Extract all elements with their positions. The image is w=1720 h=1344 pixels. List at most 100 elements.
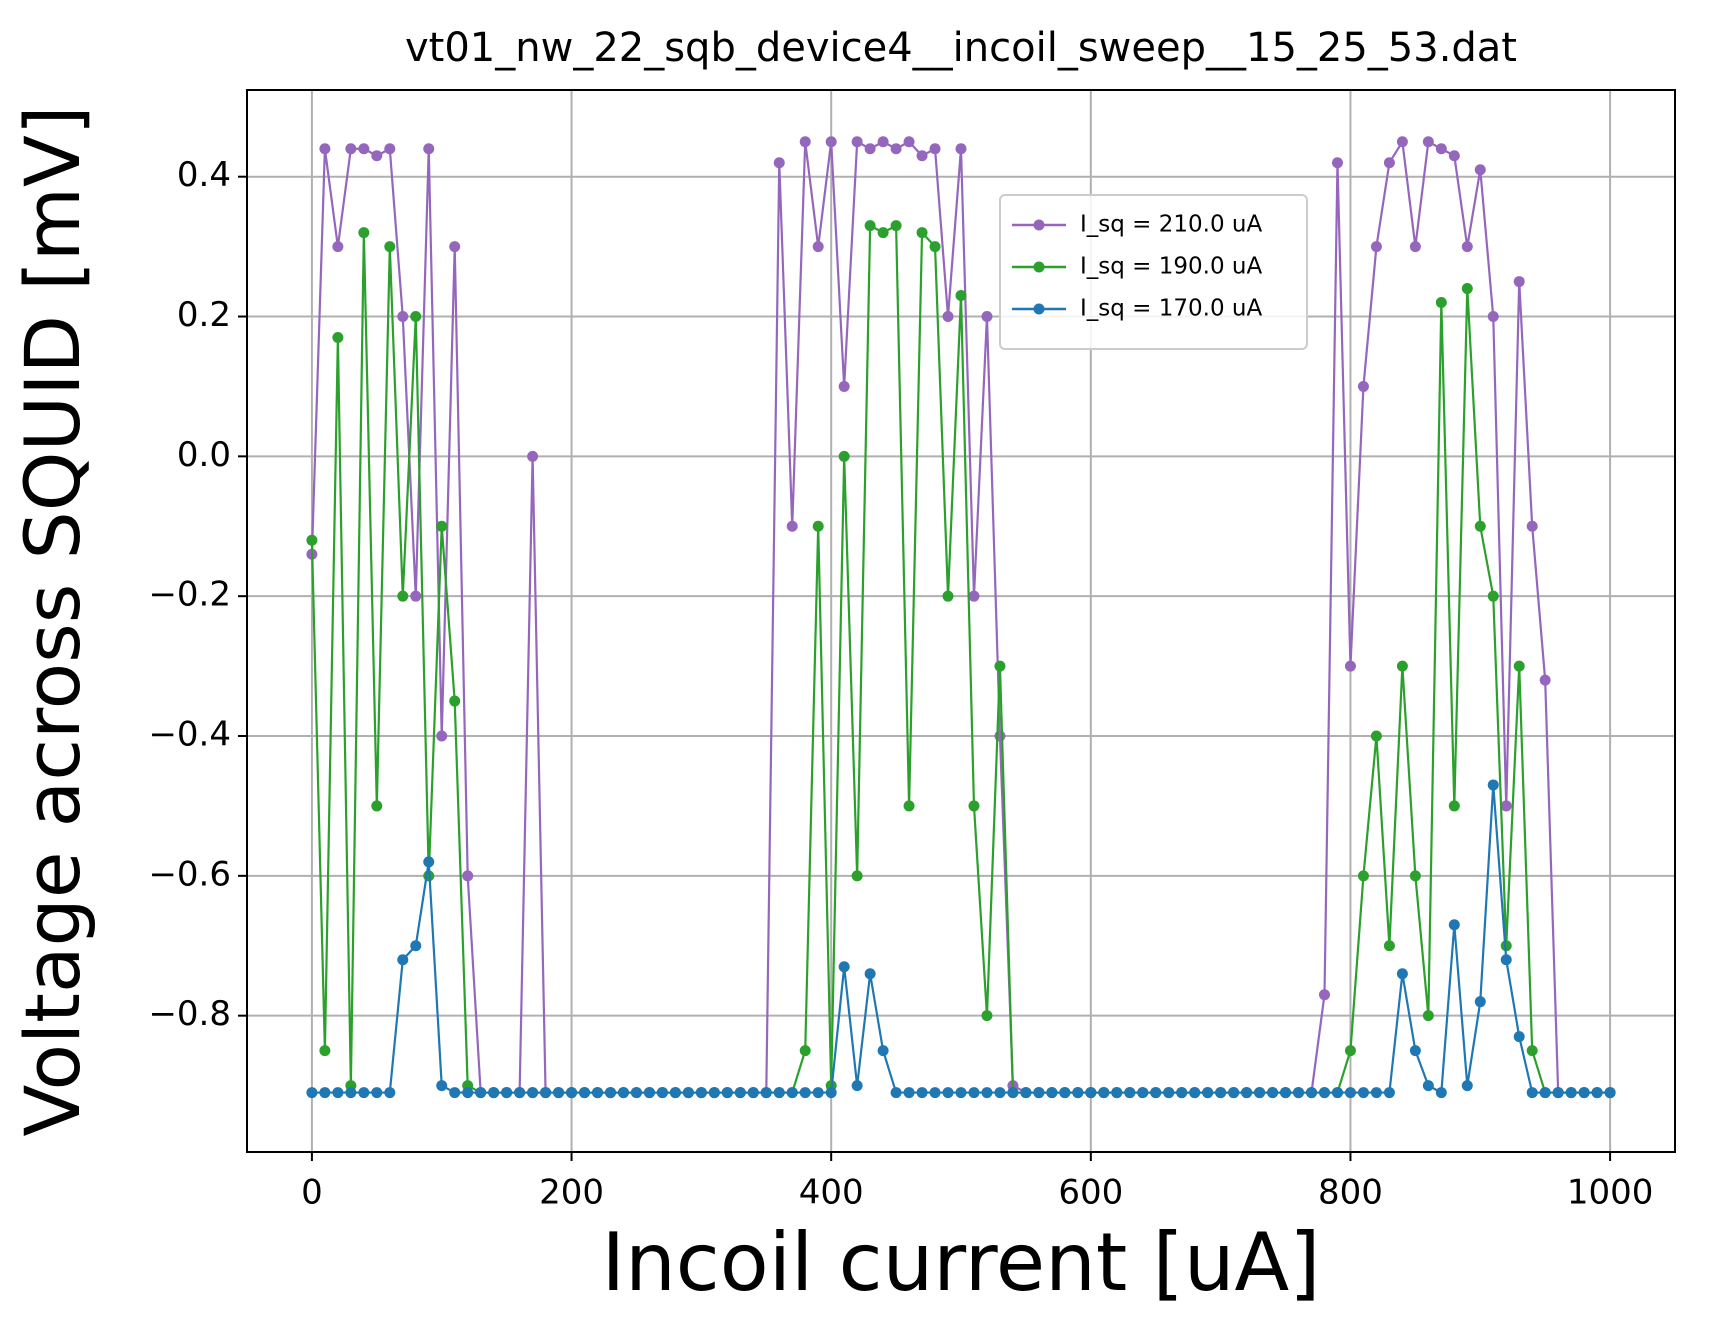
data-point <box>371 150 383 162</box>
data-point <box>540 1087 552 1099</box>
data-point <box>1344 1087 1356 1099</box>
data-point <box>760 1087 772 1099</box>
data-point <box>1500 800 1512 812</box>
data-point <box>319 1045 331 1057</box>
data-point <box>851 136 863 148</box>
data-point <box>994 1087 1006 1099</box>
data-point <box>851 1080 863 1092</box>
data-point <box>1500 954 1512 966</box>
x-tick-label: 1000 <box>1567 1173 1654 1213</box>
data-point <box>864 220 876 232</box>
data-point <box>1396 136 1408 148</box>
data-point <box>1189 1087 1201 1099</box>
data-point <box>397 590 409 602</box>
data-point <box>890 220 902 232</box>
data-point <box>1370 730 1382 742</box>
y-tick-label: −0.8 <box>148 994 231 1034</box>
data-point <box>1228 1087 1240 1099</box>
data-point <box>423 143 435 155</box>
data-point <box>604 1087 616 1099</box>
data-point <box>1331 1087 1343 1099</box>
y-tick-label: −0.6 <box>148 854 231 894</box>
data-point <box>1046 1087 1058 1099</box>
data-point <box>371 800 383 812</box>
data-point <box>812 520 824 532</box>
data-point <box>1033 1087 1045 1099</box>
data-point <box>955 1087 967 1099</box>
data-point <box>890 143 902 155</box>
legend-label: I_sq = 190.0 uA <box>1080 254 1262 280</box>
data-point <box>1020 1087 1032 1099</box>
data-point <box>994 660 1006 672</box>
data-point <box>1370 241 1382 253</box>
data-point <box>1357 1087 1369 1099</box>
data-point <box>358 1087 370 1099</box>
data-point <box>319 1087 331 1099</box>
data-point <box>462 870 474 882</box>
data-point <box>812 1087 824 1099</box>
data-point <box>436 730 448 742</box>
data-point <box>1435 143 1447 155</box>
data-point <box>903 1087 915 1099</box>
data-point <box>397 954 409 966</box>
data-point <box>592 1087 604 1099</box>
data-point <box>812 241 824 253</box>
data-point <box>825 1087 837 1099</box>
data-point <box>799 1087 811 1099</box>
data-point <box>1111 1087 1123 1099</box>
data-point <box>942 311 954 323</box>
data-point <box>643 1087 655 1099</box>
data-point <box>994 730 1006 742</box>
data-point <box>1357 380 1369 392</box>
series-line <box>310 138 1611 1094</box>
data-point <box>384 1087 396 1099</box>
data-point <box>410 590 422 602</box>
y-tick-label: −0.4 <box>148 715 231 755</box>
data-point <box>877 1045 889 1057</box>
data-point <box>1357 870 1369 882</box>
data-point <box>1435 297 1447 309</box>
data-point <box>1474 996 1486 1008</box>
data-point <box>1448 800 1460 812</box>
data-point <box>1241 1087 1253 1099</box>
y-tick-label: 0.4 <box>177 155 231 195</box>
data-point <box>1383 157 1395 169</box>
data-point <box>501 1087 513 1099</box>
data-point <box>436 520 448 532</box>
data-point <box>1513 1031 1525 1043</box>
x-tick-label: 800 <box>1318 1173 1383 1213</box>
y-tick-label: 0.2 <box>177 295 231 335</box>
data-point <box>1318 989 1330 1001</box>
data-point <box>1513 660 1525 672</box>
data-point <box>1137 1087 1149 1099</box>
data-point <box>1513 276 1525 288</box>
x-tick-label: 600 <box>1058 1173 1123 1213</box>
data-point <box>903 136 915 148</box>
data-point <box>1422 136 1434 148</box>
data-point <box>1344 1045 1356 1057</box>
data-point <box>332 331 344 343</box>
data-point <box>449 695 461 707</box>
data-point <box>955 290 967 302</box>
data-point <box>799 136 811 148</box>
data-point <box>332 241 344 253</box>
data-point <box>1474 164 1486 176</box>
data-point <box>527 1087 539 1099</box>
series <box>306 136 1616 1099</box>
data-point <box>1267 1087 1279 1099</box>
data-point <box>436 1080 448 1092</box>
data-point <box>1396 660 1408 672</box>
data-point <box>1306 1087 1318 1099</box>
legend-marker <box>1033 219 1045 231</box>
data-point <box>877 227 889 239</box>
data-point <box>475 1087 487 1099</box>
data-point <box>384 241 396 253</box>
legend-box <box>999 194 1308 350</box>
data-point <box>981 311 993 323</box>
data-point <box>916 227 928 239</box>
data-point <box>345 143 357 155</box>
data-point <box>371 1087 383 1099</box>
data-point <box>955 143 967 155</box>
y-tick-label: 0.0 <box>177 435 231 475</box>
data-point <box>1202 1087 1214 1099</box>
